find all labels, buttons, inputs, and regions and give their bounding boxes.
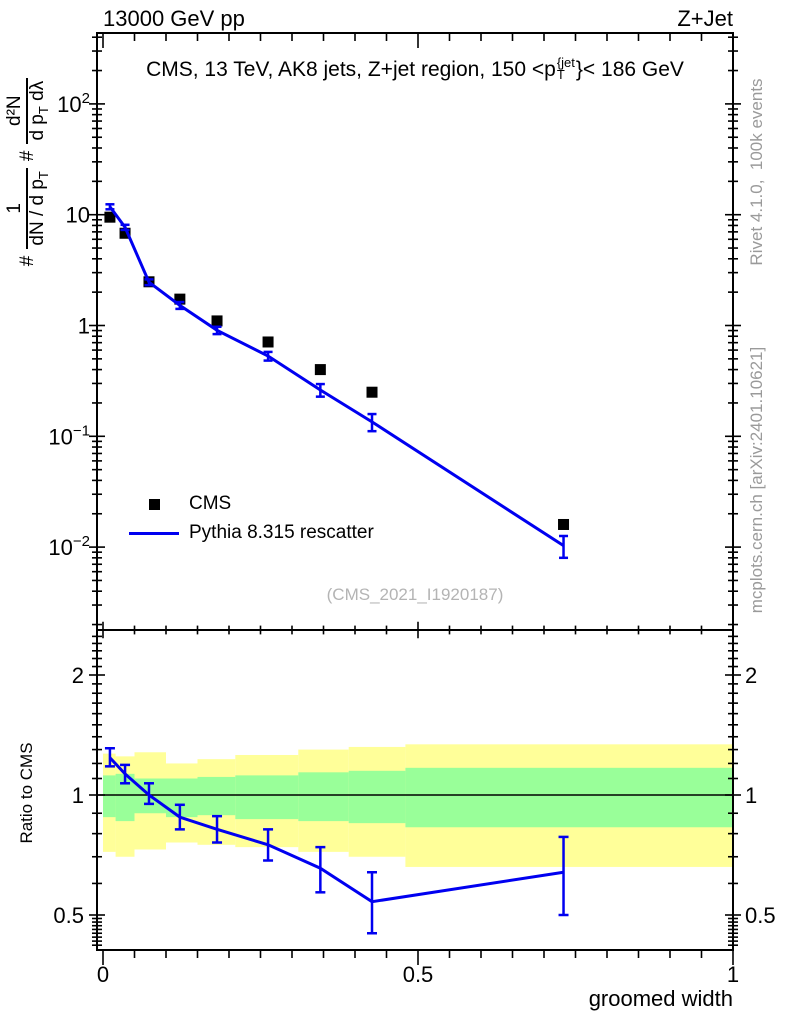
rivet-version-text: Rivet 4.1.0, 100k events xyxy=(747,78,766,266)
ratio-y-tick-label-right: 0.5 xyxy=(745,903,776,928)
axis-tick-labels: 102 10 1 10−1 10−2 2 2 1 1 0.5 0.5 0 0.5 1 xyxy=(48,90,775,987)
ylabel-frac1-numerator: 1 xyxy=(4,168,28,249)
cms-data-marker xyxy=(366,386,378,398)
x-axis-label: groomed width xyxy=(588,986,733,1011)
pythia-mc-main xyxy=(105,203,569,560)
x-tick-label: 0 xyxy=(97,962,109,987)
x-tick-label: 0.5 xyxy=(403,962,434,987)
analysis-id-watermark: (CMS_2021_I1920187) xyxy=(326,585,504,604)
ratio-y-tick-label-left: 0.5 xyxy=(53,903,84,928)
ratio-y-tick-label-left: 2 xyxy=(72,663,84,688)
ylabel-fraction-2: d²N d pT dλ xyxy=(4,77,51,144)
ylabel-frac1-denominator: dN / d pT xyxy=(26,171,51,246)
ratio-y-tick-label-left: 1 xyxy=(72,783,84,808)
band-green-bin xyxy=(235,775,299,820)
axis-ticks xyxy=(89,33,741,965)
cms-data-marker xyxy=(211,315,223,327)
square-marker-icon xyxy=(148,498,160,510)
cms-data-marker xyxy=(558,518,570,530)
ylabel-frac2-numerator: d²N xyxy=(4,77,28,144)
mcplots-reference-text: mcplots.cern.ch [arXiv:2401.10621] xyxy=(747,346,766,614)
legend-item-cms: CMS xyxy=(128,492,374,516)
legend-label-cms: CMS xyxy=(189,493,232,514)
band-green-bin xyxy=(115,773,135,822)
plot-title-suffix: }< 186 GeV xyxy=(575,58,684,82)
ylabel-frac2-denominator: d pT dλ xyxy=(26,80,51,141)
band-green-bin xyxy=(405,767,733,828)
band-green-bin xyxy=(298,772,349,822)
ratio-panel-border xyxy=(96,629,734,951)
legend-item-pythia: Pythia 8.315 rescatter xyxy=(128,521,374,545)
ylabel-fraction-1: 1 dN / d pT xyxy=(4,168,51,249)
cms-data-marker xyxy=(104,211,116,223)
main-y-tick-label: 1 xyxy=(78,314,90,339)
legend: CMS Pythia 8.315 rescatter xyxy=(128,492,374,545)
band-green-bin xyxy=(348,770,406,824)
plot-title-prefix: CMS, 13 TeV, AK8 jets, Z+jet region, 150… xyxy=(146,58,556,82)
cms-data-marker xyxy=(262,336,274,348)
ylabel-hash-2: # xyxy=(17,150,38,162)
header-beam-energy: 13000 GeV pp xyxy=(103,6,245,31)
plot-title-supsub: {jet T xyxy=(556,55,575,83)
x-tick-label: 1 xyxy=(727,962,739,987)
cms-marker-swatch xyxy=(128,498,180,510)
ylabel-hash-1: # xyxy=(17,255,38,267)
cms-data-marker xyxy=(174,293,186,305)
line-marker-icon xyxy=(129,531,179,535)
ratio-y-tick-label-right: 1 xyxy=(745,783,757,808)
legend-label-pythia: Pythia 8.315 rescatter xyxy=(189,522,374,543)
main-y-tick-label: 10−1 xyxy=(48,422,90,449)
band-green-bin xyxy=(197,776,236,816)
cms-data-marker xyxy=(119,227,131,239)
band-green-bin xyxy=(103,775,116,818)
ratio-y-axis-label: Ratio to CMS xyxy=(17,742,36,844)
main-y-tick-label: 10 xyxy=(66,203,90,228)
ratio-y-tick-label-right: 2 xyxy=(745,663,757,688)
panel-frames xyxy=(96,32,734,951)
plot-title: CMS, 13 TeV, AK8 jets, Z+jet region, 150… xyxy=(97,55,733,83)
cms-data-marker xyxy=(314,364,326,376)
plot-title-sup: {jet xyxy=(556,55,575,70)
main-y-axis-label: # 1 dN / d pT # d²N d pT dλ xyxy=(4,22,52,322)
plot-title-sub: T xyxy=(556,67,565,83)
main-y-tick-label: 10−2 xyxy=(48,533,90,560)
header-process: Z+Jet xyxy=(677,6,733,31)
ratio-mc-series xyxy=(104,747,569,935)
cms-data-points xyxy=(104,211,570,530)
main-y-tick-label: 102 xyxy=(57,90,90,117)
pythia-line-swatch xyxy=(128,531,180,535)
ratio-bands xyxy=(103,744,733,867)
